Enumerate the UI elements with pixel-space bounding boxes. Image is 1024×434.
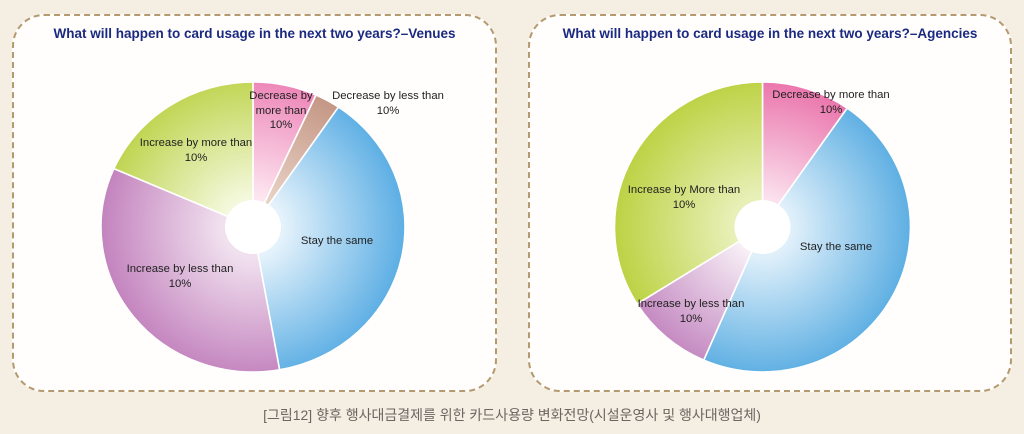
slice-label-decrease-more: Decrease by more than 10% [772, 89, 890, 116]
pie-slice-increase-by-less-than-10 [636, 226, 764, 361]
donut-chart-agencies [613, 81, 912, 373]
chart-panel-venues: What will happen to card usage in the ne… [12, 14, 497, 392]
chart-title-agencies: What will happen to card usage in the ne… [562, 26, 978, 41]
pie-slice-increase-by-more-than-10 [613, 81, 764, 305]
slice-label-decrease-more: Decrease by more than 10% [249, 90, 313, 131]
slice-label-stay-same: Stay the same [300, 235, 374, 247]
pie-slice-stay-the-same [252, 106, 406, 371]
donut-chart-venues [100, 81, 406, 373]
slice-label-increase-less: Increase by less than 10% [126, 263, 234, 290]
chart-title-venues: What will happen to card usage in the ne… [53, 26, 456, 41]
donut-hole [734, 200, 791, 254]
slice-label-increase-more: Increase by more than 10% [139, 137, 253, 164]
chart-panel-agencies: What will happen to card usage in the ne… [528, 14, 1012, 392]
pie-slice-increase-by-more-than-10 [113, 81, 254, 228]
slice-label-decrease-less: Decrease by less than 10% [332, 90, 444, 117]
donut-hole [225, 200, 281, 254]
figure-caption: [그림12] 향후 행사대금결제를 위한 카드사용량 변화전망(시설운영사 및 … [263, 407, 761, 423]
pie-slices-agencies [613, 81, 912, 373]
pie-slice-decrease-by-more-than-10 [761, 81, 849, 228]
slice-label-increase-more: Increase by More than 10% [627, 184, 741, 211]
slice-label-increase-less: Increase by less than 10% [637, 298, 745, 325]
pie-slice-stay-the-same [702, 107, 912, 373]
slice-label-stay-same: Stay the same [799, 241, 873, 253]
